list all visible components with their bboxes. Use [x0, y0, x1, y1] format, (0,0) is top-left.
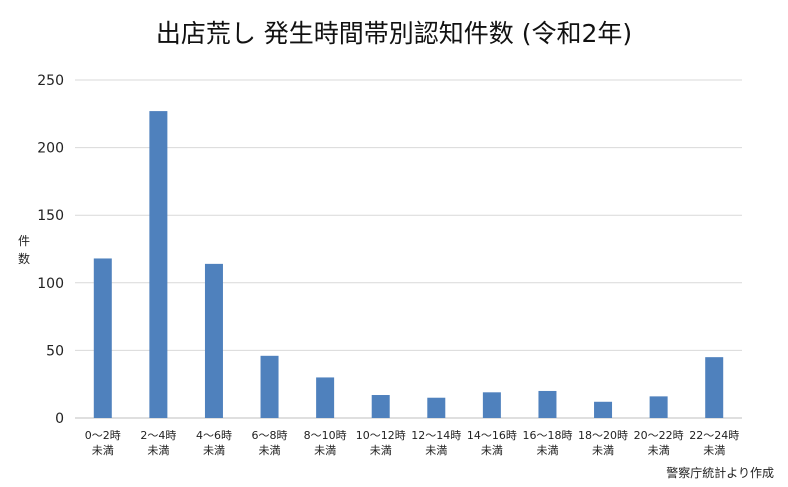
- bar: [149, 111, 168, 418]
- x-tick-label: 未満: [648, 444, 670, 457]
- source-note: 警察庁統計より作成: [666, 466, 774, 480]
- y-axis-label: 件数: [17, 234, 30, 266]
- bar: [705, 357, 724, 418]
- x-tick-label: 未満: [481, 444, 503, 457]
- bar: [316, 377, 335, 418]
- y-tick-label: 150: [37, 208, 64, 224]
- x-tick-label: 4～6時: [196, 429, 232, 442]
- x-tick-label: 未満: [147, 444, 169, 457]
- x-tick-label: 未満: [370, 444, 392, 457]
- bar: [260, 355, 279, 418]
- x-tick-label: 14～16時: [467, 429, 517, 442]
- bar: [482, 392, 501, 418]
- x-tick-label: 16～18時: [522, 429, 572, 442]
- bar: [594, 401, 613, 418]
- x-tick-label: 未満: [259, 444, 281, 457]
- x-tick-label: 18～20時: [578, 429, 628, 442]
- x-tick-label: 12～14時: [411, 429, 461, 442]
- y-tick-label: 100: [37, 276, 64, 292]
- x-tick-label: 未満: [203, 444, 225, 457]
- y-tick-label: 200: [37, 141, 64, 157]
- x-tick-label: 未満: [592, 444, 614, 457]
- x-tick-label: 8～10時: [304, 429, 347, 442]
- x-tick-label: 0～2時: [85, 429, 121, 442]
- x-tick-label: 2～4時: [140, 429, 176, 442]
- bar: [538, 390, 557, 418]
- bar: [204, 263, 223, 418]
- x-tick-label: 未満: [92, 444, 114, 457]
- x-tick-label: 未満: [703, 444, 725, 457]
- y-tick-label: 0: [55, 411, 64, 427]
- chart-title: 出店荒し 発生時間帯別認知件数 (令和2年): [155, 19, 633, 48]
- x-tick-label: 未満: [314, 444, 336, 457]
- x-tick-label: 6～8時: [252, 429, 288, 442]
- y-tick-label: 50: [46, 343, 64, 359]
- bar: [649, 396, 668, 418]
- x-tick-label: 22～24時: [689, 429, 739, 442]
- bar: [371, 395, 390, 418]
- bar: [427, 397, 446, 418]
- x-tick-label: 10～12時: [356, 429, 406, 442]
- y-tick-label: 250: [37, 73, 64, 89]
- x-tick-label: 未満: [536, 444, 558, 457]
- x-tick-label: 20～22時: [634, 429, 684, 442]
- x-tick-label: 未満: [425, 444, 447, 457]
- bar: [93, 258, 112, 418]
